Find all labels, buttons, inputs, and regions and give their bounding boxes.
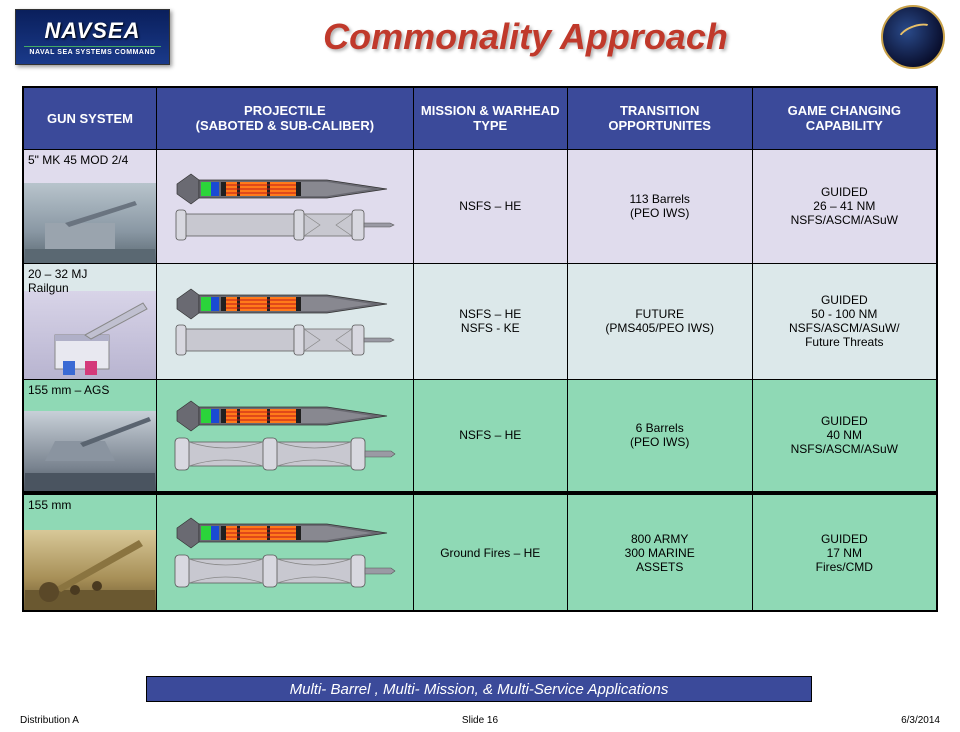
capability-cell: GUIDED 17 NM Fires/CMD — [752, 493, 937, 611]
commonality-table: GUN SYSTEM PROJECTILE (SABOTED & SUB-CAL… — [22, 86, 938, 612]
gun-label: 155 mm — [24, 495, 156, 515]
gun-label: 5" MK 45 MOD 2/4 — [24, 150, 156, 170]
guided-projectile-icon — [175, 516, 395, 550]
capability-cell: GUIDED 40 NM NSFS/ASCM/ASuW — [752, 379, 937, 493]
program-seal-icon — [881, 5, 945, 69]
transition-cell: 113 Barrels (PEO IWS) — [567, 149, 752, 263]
col-header-gun: GUN SYSTEM — [23, 87, 157, 149]
mission-cell: NSFS – HE — [413, 149, 567, 263]
projectile-cell — [157, 263, 414, 379]
table-row: 155 mm – AGS NSFS – HE 6 Barrels (PEO IW… — [23, 379, 937, 493]
gun-image-ags — [24, 411, 156, 491]
mission-cell: NSFS – HE — [413, 379, 567, 493]
mission-cell: Ground Fires – HE — [413, 493, 567, 611]
gun-image-railgun — [24, 291, 156, 379]
capability-cell: GUIDED 26 – 41 NM NSFS/ASCM/ASuW — [752, 149, 937, 263]
gun-system-cell: 20 – 32 MJ Railgun — [23, 263, 157, 379]
transition-cell: 6 Barrels (PEO IWS) — [567, 379, 752, 493]
col-header-projectile: PROJECTILE (SABOTED & SUB-CALIBER) — [157, 87, 414, 149]
table-row: 20 – 32 MJ Railgun NSFS – HE NSFS - KE F… — [23, 263, 937, 379]
sabot-icon — [174, 209, 396, 241]
mission-cell: NSFS – HE NSFS - KE — [413, 263, 567, 379]
gun-image-howitzer — [24, 530, 156, 610]
sabot-155-icon — [173, 553, 397, 589]
gun-system-cell: 5" MK 45 MOD 2/4 — [23, 149, 157, 263]
projectile-cell — [157, 379, 414, 493]
footer-slide-number: Slide 16 — [0, 715, 960, 726]
gun-label: 155 mm – AGS — [24, 380, 156, 400]
gun-label: 20 – 32 MJ Railgun — [24, 264, 156, 298]
footer-date: 6/3/2014 — [901, 715, 940, 726]
navsea-logo: NAVSEA NAVAL SEA SYSTEMS COMMAND — [15, 9, 170, 65]
col-header-capability: GAME CHANGING CAPABILITY — [752, 87, 937, 149]
transition-cell: 800 ARMY 300 MARINE ASSETS — [567, 493, 752, 611]
table-header-row: GUN SYSTEM PROJECTILE (SABOTED & SUB-CAL… — [23, 87, 937, 149]
logo-main-text: NAVSEA — [16, 18, 169, 44]
transition-cell: FUTURE (PMS405/PEO IWS) — [567, 263, 752, 379]
col-header-mission: MISSION & WARHEAD TYPE — [413, 87, 567, 149]
logo-sub-text: NAVAL SEA SYSTEMS COMMAND — [24, 46, 161, 56]
guided-projectile-icon — [175, 172, 395, 206]
sabot-155-icon — [173, 436, 397, 472]
sabot-icon — [174, 324, 396, 356]
col-header-transition: TRANSITION OPPORTUNITES — [567, 87, 752, 149]
footer-banner: Multi- Barrel , Multi- Mission, & Multi-… — [146, 676, 812, 702]
slide-header: NAVSEA NAVAL SEA SYSTEMS COMMAND Commona… — [0, 0, 960, 70]
projectile-cell — [157, 493, 414, 611]
gun-system-cell: 155 mm – AGS — [23, 379, 157, 493]
guided-projectile-icon — [175, 399, 395, 433]
capability-cell: GUIDED 50 - 100 NM NSFS/ASCM/ASuW/ Futur… — [752, 263, 937, 379]
slide-title: Commonality Approach — [170, 16, 881, 58]
projectile-cell — [157, 149, 414, 263]
gun-system-cell: 155 mm — [23, 493, 157, 611]
table-row: 155 mm Ground Fires – HE 800 ARMY 300 MA… — [23, 493, 937, 611]
table-row: 5" MK 45 MOD 2/4 NSFS – HE 113 Barrels (… — [23, 149, 937, 263]
guided-projectile-icon — [175, 287, 395, 321]
gun-image-mk45 — [24, 183, 156, 263]
